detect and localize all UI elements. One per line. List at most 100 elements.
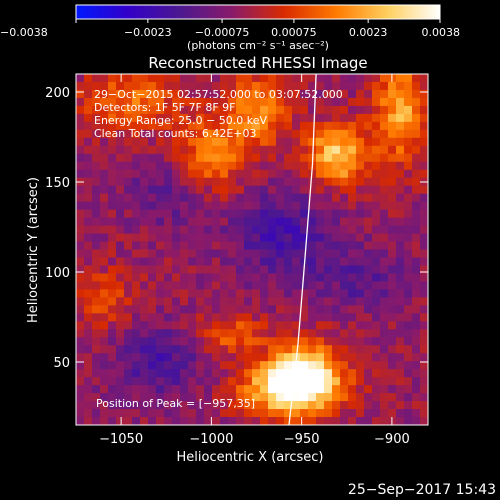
heatmap-cell [332,417,341,426]
heatmap-cell [332,105,341,115]
heatmap-cell [156,305,165,314]
heatmap-cell [292,297,301,306]
heatmap-cell [156,241,165,250]
heatmap-cell [100,353,109,362]
heatmap-cell [204,329,213,338]
heatmap-cell [220,153,229,163]
heatmap-cell [324,329,333,338]
heatmap-cell [380,361,389,370]
heatmap-cell [116,225,125,234]
heatmap-cell [100,305,109,314]
heatmap-cell [228,353,237,362]
heatmap-cell [164,401,173,410]
heatmap-cell [356,345,365,354]
heatmap-cell [252,217,261,226]
heatmap-cell [276,369,285,378]
heatmap-cell [276,217,285,226]
heatmap-cell [76,321,85,330]
heatmap-cell [244,225,253,234]
heatmap-cell [108,393,117,402]
heatmap-cell [356,113,365,123]
heatmap-cell [340,185,349,195]
heatmap-cell [308,201,317,211]
heatmap-cell [164,193,173,203]
heatmap-cell [100,201,109,211]
heatmap-cell [212,265,221,274]
heatmap-cell [100,281,109,290]
heatmap-cell [188,113,197,123]
heatmap-cell [324,345,333,354]
heatmap-cell [180,193,189,203]
heatmap-cell [300,105,309,115]
heatmap-cell [396,281,405,290]
heatmap-cell [348,289,357,298]
heatmap-cell [92,297,101,306]
heatmap-cell [124,113,133,123]
heatmap-cell [356,281,365,290]
heatmap-cell [140,153,149,163]
heatmap-cell [276,74,285,83]
heatmap-cell [372,361,381,370]
heatmap-cell [268,74,277,83]
heatmap-cell [84,313,93,322]
heatmap-cell [316,217,325,226]
heatmap-cell [380,281,389,290]
heatmap-cell [180,265,189,274]
heatmap-cell [356,401,365,410]
heatmap-cell [356,225,365,234]
heatmap-cell [204,233,213,242]
heatmap-cell [372,113,381,123]
heatmap-cell [196,265,205,274]
heatmap-cell [156,209,165,218]
heatmap-cell [260,201,269,211]
heatmap-cell [324,153,333,163]
heatmap-cell [404,329,413,338]
heatmap-cell [132,193,141,203]
heatmap-cell [396,137,405,147]
heatmap-cell [420,289,429,298]
heatmap-cell [388,137,397,147]
heatmap-cell [396,321,405,330]
heatmap-cell [180,249,189,258]
heatmap-cell [196,225,205,234]
heatmap-cell [116,97,125,107]
heatmap-cell [76,385,85,394]
heatmap-cell [228,74,237,83]
heatmap-cell [372,409,381,418]
heatmap-cell [164,273,173,282]
heatmap-cell [396,185,405,195]
heatmap-cell [220,161,229,171]
heatmap-cell [284,201,293,211]
heatmap-cell [340,129,349,139]
heatmap-cell [404,361,413,370]
heatmap-cell [204,201,213,211]
heatmap-cell [364,161,373,171]
heatmap-cell [84,233,93,242]
heatmap-cell [196,113,205,123]
heatmap-cell [140,417,149,426]
heatmap-cell [76,281,85,290]
heatmap-cell [116,169,125,179]
heatmap-cell [92,265,101,274]
heatmap-cell [412,345,421,354]
heatmap-cell [196,161,205,171]
heatmap-cell [308,97,317,107]
heatmap-cell [108,313,117,322]
heatmap-cell [100,393,109,402]
heatmap-cell [268,305,277,314]
heatmap-cell [404,89,413,99]
heatmap-cell [292,161,301,171]
heatmap-cell [292,177,301,187]
heatmap-cell [252,105,261,115]
heatmap-cell [260,129,269,139]
heatmap-cell [276,337,285,346]
heatmap-cell [404,265,413,274]
heatmap-cell [348,97,357,107]
heatmap-cell [164,337,173,346]
heatmap-cell [124,193,133,203]
heatmap-cell [324,401,333,410]
heatmap-cell [84,97,93,107]
heatmap-cell [108,129,117,139]
heatmap-cell [348,369,357,378]
heatmap-cell [268,265,277,274]
